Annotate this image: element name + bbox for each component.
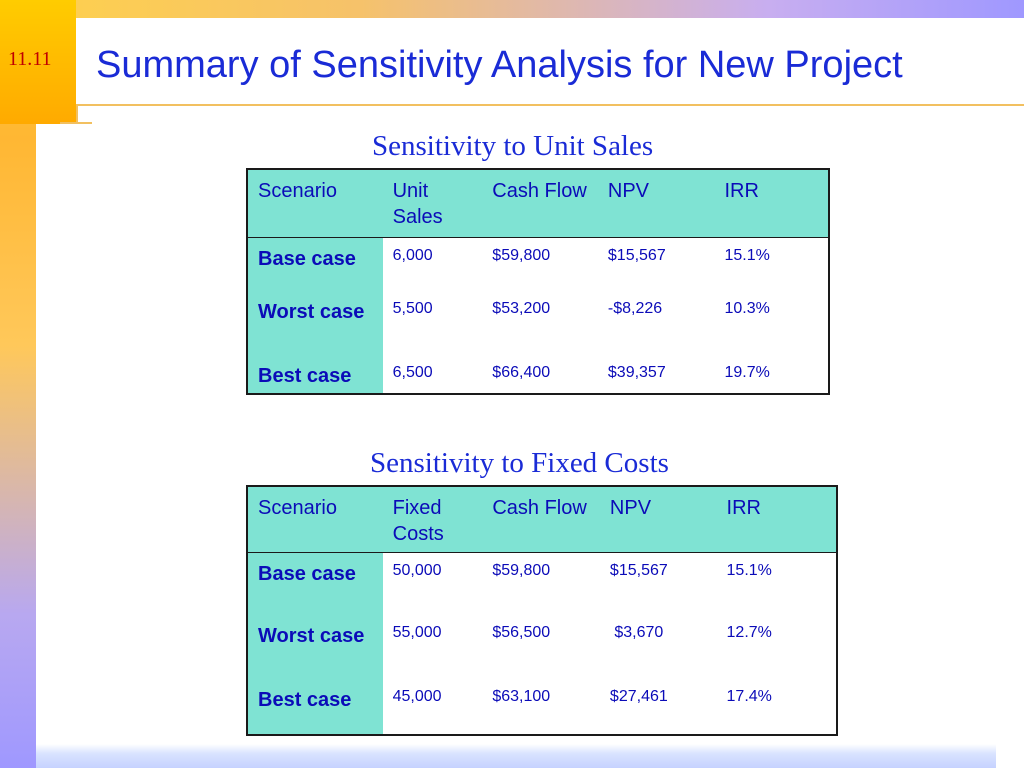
cell-cash-flow: $53,200 [492,300,551,317]
cell-irr: 15.1% [726,562,772,579]
footer-gradient-band [36,744,996,768]
left-gradient-band [0,0,36,768]
row-label: Base case [247,552,383,615]
slide-number-box: 11.11 [0,0,76,124]
table-row-worst-case: Worst case 5,500 $53,200 -$8,226 10.3% [247,291,829,355]
column-header-npv: NPV [599,486,717,553]
slide-title: Summary of Sensitivity Analysis for New … [96,44,903,86]
cell-npv: $15,567 [609,562,668,579]
cell-irr: 12.7% [726,623,772,641]
cell-npv: $27,461 [609,687,668,705]
cell-fixed-costs: 45,000 [392,687,442,705]
cell-npv: $3,670 [609,623,664,641]
cell-fixed-costs: 55,000 [392,623,442,641]
row-label: Best case [247,678,383,735]
table-header-row: Scenario Unit Sales Cash Flow NPV IRR [247,169,829,237]
row-label: Base case [247,237,383,291]
cell-unit-sales: 6,000 [392,246,433,264]
table-row-best-case: Best case 6,500 $66,400 $39,357 19.7% [247,355,829,394]
unit-sales-heading: Sensitivity to Unit Sales [372,130,654,162]
cell-irr: 10.3% [724,300,770,317]
cell-cash-flow: $59,800 [492,246,551,264]
cell-fixed-costs: 50,000 [392,562,442,579]
cell-irr: 15.1% [724,246,770,264]
table-row-best-case: Best case 45,000 $63,100 $27,461 17.4% [247,678,837,735]
column-header-cash-flow: Cash Flow [482,169,598,237]
cell-irr: 19.7% [724,364,770,381]
cell-unit-sales: 6,500 [392,364,433,381]
table-row-base-case: Base case 50,000 $59,800 $15,567 15.1% [247,552,837,615]
table-header-row: Scenario Fixed Costs Cash Flow NPV IRR [247,486,837,553]
row-label: Best case [247,355,383,394]
unit-sales-table: Scenario Unit Sales Cash Flow NPV IRR Ba… [246,168,830,395]
fixed-costs-table: Scenario Fixed Costs Cash Flow NPV IRR B… [246,485,838,736]
cell-npv: -$8,226 [607,300,663,317]
column-header-cash-flow: Cash Flow [482,486,600,553]
cell-npv: $39,357 [607,364,666,381]
row-label: Worst case [247,614,383,679]
column-header-irr: IRR [716,486,837,553]
cell-npv: $15,567 [607,246,666,264]
column-header-scenario: Scenario [247,169,383,237]
cell-cash-flow: $56,500 [492,623,551,641]
cell-cash-flow: $66,400 [492,364,551,381]
title-panel: Summary of Sensitivity Analysis for New … [76,18,1024,104]
cell-cash-flow: $59,800 [492,562,551,579]
fixed-costs-heading: Sensitivity to Fixed Costs [370,447,669,479]
table-row-base-case: Base case 6,000 $59,800 $15,567 15.1% [247,237,829,291]
cell-unit-sales: 5,500 [392,300,433,317]
column-header-npv: NPV [597,169,715,237]
title-underline [76,104,1024,106]
column-header-irr: IRR [714,169,829,237]
table-row-worst-case: Worst case 55,000 $56,500 $3,670 12.7% [247,614,837,679]
column-header-scenario: Scenario [247,486,383,553]
column-header-unit-sales: Unit Sales [382,169,483,237]
slide-number: 11.11 [8,48,52,70]
cell-irr: 17.4% [726,687,772,705]
cell-cash-flow: $63,100 [492,687,551,705]
column-header-fixed-costs: Fixed Costs [382,486,483,553]
row-label: Worst case [247,291,383,355]
